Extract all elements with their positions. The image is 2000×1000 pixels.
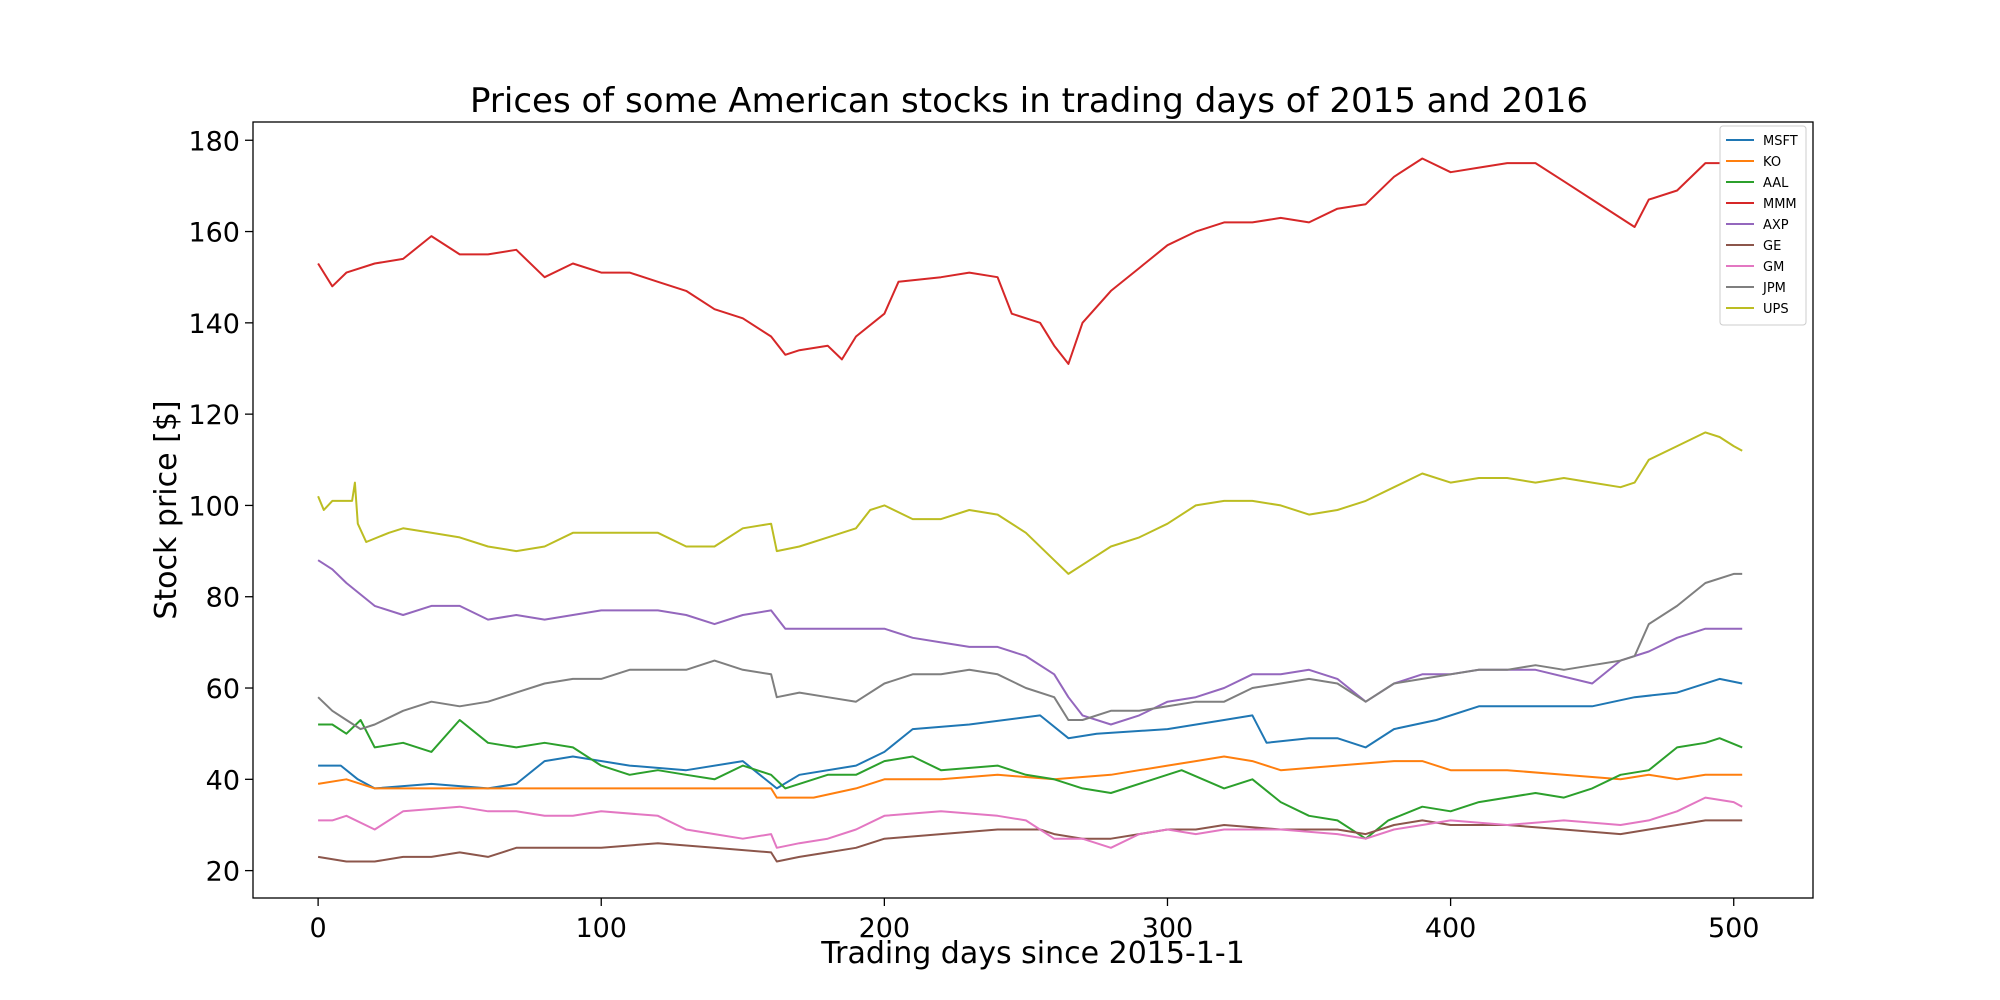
x-tick-label: 500	[1708, 913, 1760, 944]
y-axis: 20 40 60 80 100 120 140 160 180	[188, 126, 253, 888]
series-line-gm	[318, 796, 1743, 849]
y-tick-label: 40	[206, 765, 240, 796]
y-axis-label: Stock price [$]	[149, 400, 184, 619]
y-tick-label: 20	[206, 857, 240, 888]
legend-label-aal: AAL	[1763, 176, 1789, 191]
series-line-ko	[317, 755, 1743, 799]
chart-title: Prices of some American stocks in tradin…	[470, 81, 1588, 121]
series-line-jpm	[317, 572, 1743, 731]
legend-label-msft: MSFT	[1763, 134, 1798, 149]
y-tick-label: 140	[188, 309, 240, 340]
x-tick-label: 0	[310, 913, 327, 944]
legend-label-mmm: MMM	[1763, 197, 1797, 212]
legend-box	[1719, 125, 1807, 326]
series-line-mmm	[317, 157, 1743, 365]
y-tick-label: 80	[206, 583, 240, 614]
x-tick-label: 400	[1425, 913, 1477, 944]
x-tick-label: 100	[575, 913, 627, 944]
y-tick-label: 160	[188, 218, 240, 249]
legend-label-ko: KO	[1763, 155, 1781, 170]
legend: MSFT KO AAL MMM AXP GE GM JPM UPS	[1719, 125, 1807, 326]
plot-lines	[317, 157, 1743, 863]
y-tick-label: 120	[188, 400, 240, 431]
series-line-axp	[317, 559, 1743, 726]
legend-label-gm: GM	[1763, 260, 1784, 275]
y-tick-label: 180	[188, 126, 240, 157]
x-axis: 0 100 200 300 400 500	[310, 898, 1760, 944]
series-line-ge	[317, 819, 1743, 863]
x-axis-label: Trading days since 2015-1-1	[820, 936, 1245, 971]
x-tick-label: 300	[1142, 913, 1194, 944]
plot-frame	[252, 121, 1814, 899]
y-tick-label: 100	[188, 491, 240, 522]
x-tick-label: 200	[859, 913, 911, 944]
legend-label-ge: GE	[1763, 239, 1781, 254]
series-line-aal	[318, 719, 1743, 840]
legend-label-ups: UPS	[1763, 302, 1789, 317]
legend-label-jpm: JPM	[1762, 281, 1786, 296]
series-line-msft	[318, 677, 1743, 790]
series-line-ups	[317, 431, 1743, 575]
legend-label-axp: AXP	[1763, 218, 1789, 233]
y-tick-label: 60	[206, 674, 240, 705]
